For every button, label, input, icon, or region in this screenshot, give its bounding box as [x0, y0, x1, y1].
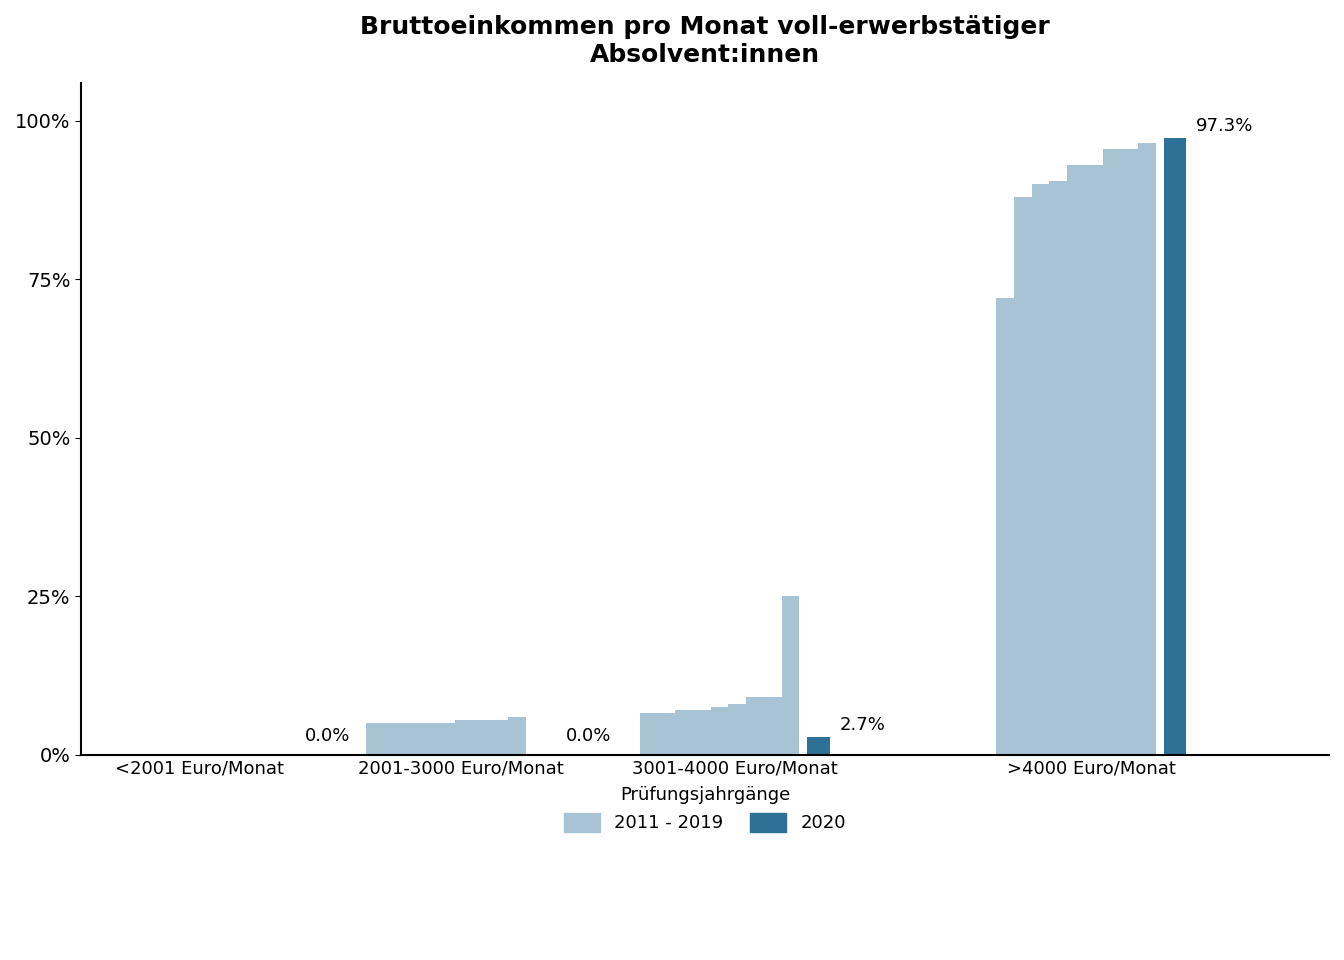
Bar	[456, 720, 473, 755]
Bar	[1013, 197, 1032, 755]
Legend: 2011 - 2019, 2020: 2011 - 2019, 2020	[556, 779, 853, 840]
Title: Bruttoeinkommen pro Monat voll-erwerbstätiger
Absolvent:innen: Bruttoeinkommen pro Monat voll-erwerbstä…	[360, 15, 1050, 67]
Bar	[1164, 138, 1187, 755]
Bar	[728, 704, 746, 755]
Bar	[1102, 149, 1121, 755]
Bar	[806, 737, 829, 755]
Bar	[1050, 180, 1067, 755]
Text: 0.0%: 0.0%	[304, 727, 349, 745]
Text: 97.3%: 97.3%	[1196, 116, 1253, 134]
Bar	[996, 299, 1013, 755]
Bar	[657, 713, 675, 755]
Bar	[402, 723, 419, 755]
Bar	[384, 723, 402, 755]
Bar	[1138, 143, 1156, 755]
Bar	[711, 707, 728, 755]
Bar	[1067, 165, 1085, 755]
Bar	[1085, 165, 1102, 755]
Bar	[640, 713, 657, 755]
Bar	[508, 716, 526, 755]
Bar	[782, 596, 800, 755]
Bar	[763, 698, 782, 755]
Bar	[746, 698, 763, 755]
Bar	[437, 723, 456, 755]
Bar	[366, 723, 384, 755]
Text: 0.0%: 0.0%	[566, 727, 612, 745]
Bar	[419, 723, 437, 755]
Text: 2.7%: 2.7%	[839, 716, 886, 734]
Bar	[1121, 149, 1138, 755]
Bar	[473, 720, 491, 755]
Bar	[694, 710, 711, 755]
Bar	[1032, 184, 1050, 755]
Bar	[675, 710, 694, 755]
Bar	[491, 720, 508, 755]
